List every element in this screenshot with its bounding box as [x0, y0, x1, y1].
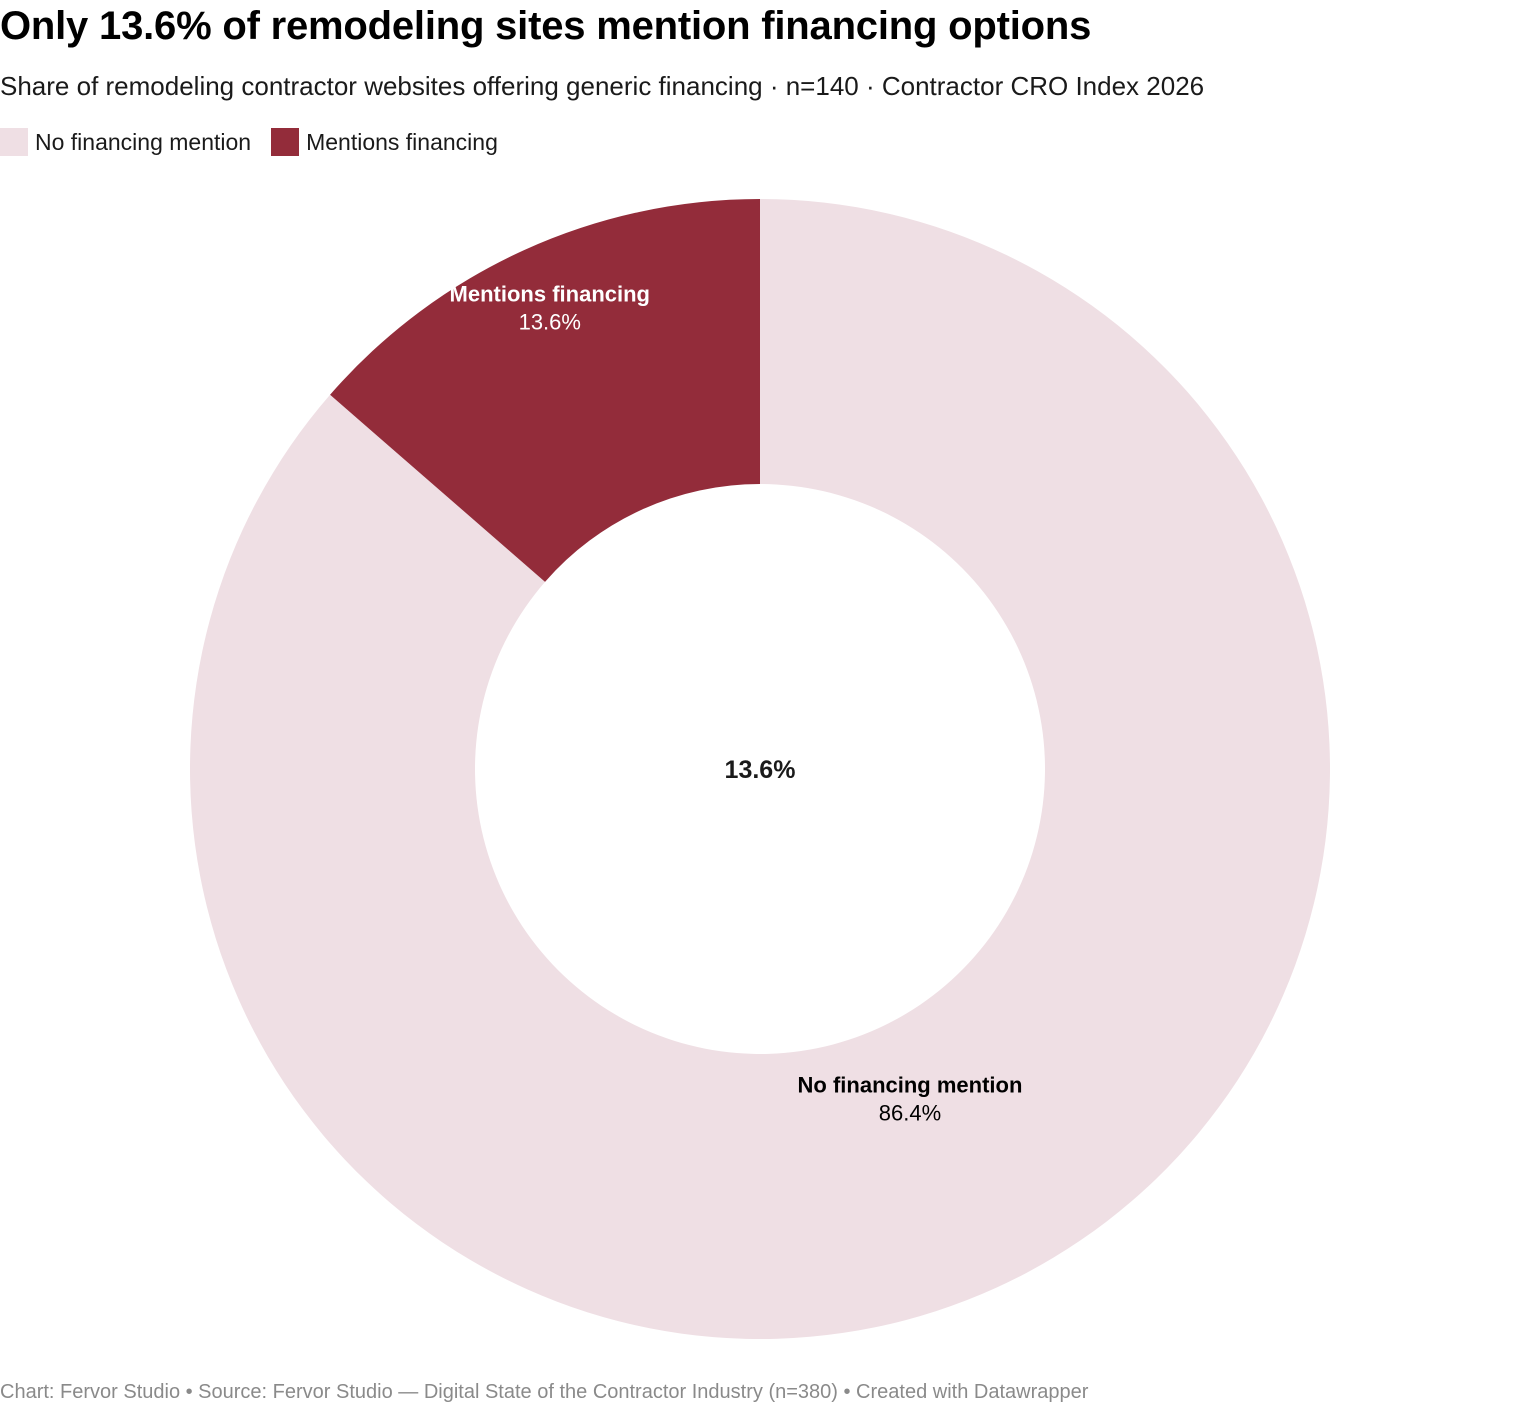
- donut-center-label: 13.6%: [725, 756, 796, 784]
- slice-no-financing-mention: [189, 199, 1331, 1340]
- legend: No financing mention Mentions financing: [0, 128, 518, 156]
- legend-swatch-mentions-financing: [271, 128, 300, 156]
- legend-swatch-no-financing: [0, 128, 28, 156]
- chart-title: Only 13.6% of remodeling sites mention f…: [0, 4, 1092, 48]
- slice-label-mentions-financing: Mentions financing: [450, 281, 650, 306]
- slice-value-mentions-financing: 13.6%: [519, 309, 581, 334]
- slice-value-no-financing-mention: 86.4%: [879, 1100, 941, 1125]
- slice-mentions-financing: [330, 199, 760, 582]
- legend-label-mentions-financing: Mentions financing: [306, 129, 498, 155]
- legend-item-no-financing: No financing mention: [0, 128, 251, 156]
- donut-chart: No financing mention 86.4% Mentions financ…: [189, 199, 1331, 1340]
- chart-footer: Chart: Fervor Studio • Source: Fervor St…: [0, 1381, 1089, 1403]
- slice-label-no-financing-mention: No financing mention: [798, 1072, 1023, 1097]
- legend-item-mentions-financing: Mentions financing: [271, 128, 498, 156]
- chart-subtitle: Share of remodeling contractor websites …: [0, 71, 1205, 101]
- legend-label-no-financing: No financing mention: [35, 129, 252, 155]
